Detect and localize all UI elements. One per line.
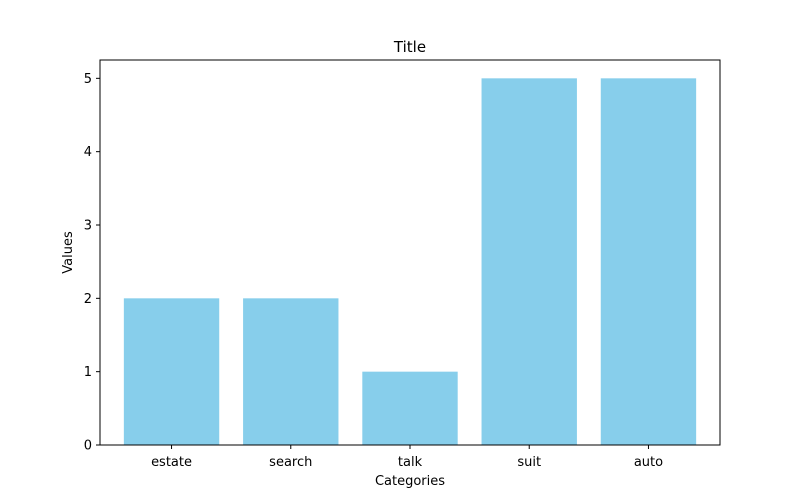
bar-talk [362, 371, 458, 445]
y-tick-label: 1 [84, 365, 92, 380]
x-axis-label: Categories [375, 474, 445, 489]
y-tick-label: 4 [84, 145, 92, 160]
bar-suit [481, 78, 577, 445]
chart-title: Title [393, 38, 426, 56]
y-tick-label: 5 [84, 72, 92, 87]
x-tick-label: estate [151, 455, 192, 470]
y-axis-label: Values [61, 231, 76, 274]
plot-frame [99, 59, 721, 446]
bar-auto [600, 78, 697, 445]
bars-group [123, 78, 697, 445]
x-tick-label: suit [517, 455, 541, 470]
y-tick-label: 3 [84, 219, 92, 234]
x-tick-label: auto [634, 455, 663, 470]
y-tick-label: 0 [84, 439, 92, 454]
x-tick-label: search [269, 455, 312, 470]
x-axis-ticks: estate search talk suit auto [151, 445, 663, 470]
x-tick-label: talk [398, 455, 423, 470]
bar-search [243, 298, 339, 445]
y-axis-ticks: 0 1 2 3 4 5 [84, 72, 100, 454]
y-tick-label: 2 [84, 292, 92, 307]
bar-estate [123, 298, 220, 445]
